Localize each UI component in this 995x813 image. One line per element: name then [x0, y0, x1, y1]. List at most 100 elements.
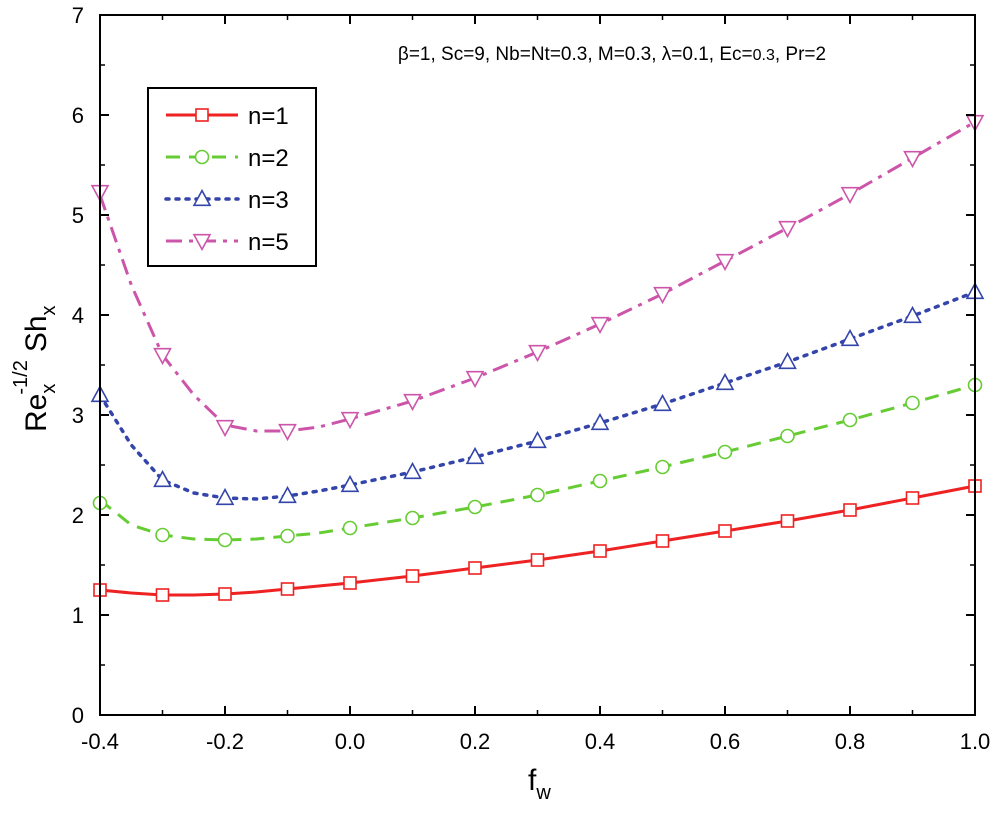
data-point: [340, 411, 360, 430]
y-tick-label: 6: [72, 103, 84, 128]
data-point: [280, 528, 295, 544]
series-n-3: [90, 281, 985, 506]
data-point: [718, 524, 732, 538]
x-tick-label: 0.6: [710, 729, 741, 754]
x-tick-label: -0.4: [81, 729, 119, 754]
data-point: [465, 446, 485, 465]
data-point: [342, 520, 358, 536]
y-axis-title: Rex-1/2Shx: [10, 305, 60, 432]
data-point: [465, 370, 485, 389]
y-tick-label: 0: [72, 703, 84, 728]
y-tick-label: 1: [72, 603, 84, 628]
data-point: [215, 487, 235, 506]
data-point: [843, 503, 857, 517]
data-point: [905, 395, 920, 411]
data-point: [280, 582, 295, 596]
data-point: [468, 561, 482, 575]
x-tick-label: -0.2: [206, 729, 244, 754]
data-point: [715, 372, 735, 391]
data-point: [780, 514, 795, 528]
legend-label: n=5: [248, 229, 289, 256]
data-point: [403, 461, 422, 480]
data-point: [903, 150, 922, 169]
legend-marker: [195, 108, 209, 122]
data-point: [655, 534, 670, 548]
data-point: [403, 393, 422, 412]
y-axis-title-re-superscript: -1/2: [10, 360, 32, 394]
data-point: [905, 491, 920, 505]
annotation-suffix: , Pr=2: [775, 44, 826, 65]
data-point: [343, 576, 357, 590]
y-tick-label: 2: [72, 503, 84, 528]
data-point: [340, 474, 360, 493]
legend-marker: [192, 188, 212, 207]
data-point: [405, 510, 420, 526]
data-point: [528, 430, 547, 449]
data-point: [155, 588, 170, 602]
data-point: [778, 351, 797, 370]
legend-item: n=2: [166, 145, 289, 172]
data-point: [653, 393, 672, 412]
y-tick-label: 7: [72, 3, 84, 28]
data-point: [592, 473, 608, 489]
legend-label: n=1: [248, 103, 289, 130]
data-point: [903, 305, 922, 324]
y-tick-label: 3: [72, 403, 84, 428]
data-point: [653, 286, 672, 305]
data-point: [530, 487, 545, 503]
data-point: [717, 444, 733, 460]
data-point: [155, 527, 170, 543]
y-axis-title-sh: Sh: [20, 315, 53, 352]
series-line: [98, 290, 977, 501]
data-point: [840, 186, 860, 205]
data-point: [217, 532, 233, 548]
legend-marker: [194, 149, 210, 165]
data-point: [530, 553, 545, 567]
series-n-2: [92, 377, 983, 548]
legend-item: n=5: [166, 229, 289, 256]
y-axis-title-re: Re: [20, 394, 53, 432]
x-axis-title: fw: [528, 764, 551, 804]
data-point: [840, 328, 860, 347]
data-point: [467, 499, 483, 515]
x-tick-label: 1.0: [960, 729, 991, 754]
legend-label: n=3: [248, 187, 289, 214]
data-point: [153, 347, 172, 366]
data-point: [593, 544, 607, 558]
y-axis-title-re-subscript: x: [38, 384, 60, 394]
annotation-prefix: β=1, Sc=9, Nb=Nt=0.3, M=0.3, λ=0.1, Ec=: [398, 44, 753, 65]
data-point: [278, 423, 297, 442]
x-axis-title-base: f: [528, 764, 537, 797]
data-point: [778, 220, 797, 239]
y-axis-title-sh-subscript: x: [38, 305, 60, 315]
data-point: [590, 316, 610, 335]
y-tick-label: 4: [72, 303, 84, 328]
annotation-ec-value: 0.3: [753, 47, 775, 64]
x-tick-label: 0.2: [460, 729, 491, 754]
legend-label: n=2: [248, 145, 289, 172]
data-point: [715, 253, 735, 272]
data-point: [590, 412, 610, 431]
data-point: [655, 459, 670, 475]
x-axis-title-subscript: w: [535, 782, 551, 804]
data-point: [278, 485, 297, 504]
legend-marker: [192, 233, 212, 252]
parameter-annotation: β=1, Sc=9, Nb=Nt=0.3, M=0.3, λ=0.1, Ec=0…: [398, 44, 826, 65]
data-point: [842, 412, 858, 428]
legend-item: n=3: [164, 187, 289, 214]
y-tick-label: 5: [72, 203, 84, 228]
data-point: [215, 419, 235, 438]
x-tick-label: 0.0: [335, 729, 366, 754]
data-point: [528, 344, 547, 363]
data-point: [405, 569, 420, 583]
legend-box: [147, 87, 317, 267]
legend-item: n=1: [166, 103, 289, 130]
data-point: [780, 428, 795, 444]
axes: -0.4 -0.2 0.0 0.2 0.4 0.6 0.8 1.0 0 1 2 3 4 5 6 7: [72, 3, 991, 754]
series-n-1: [93, 479, 982, 602]
x-tick-label: 0.4: [585, 729, 616, 754]
data-point: [218, 587, 232, 601]
data-point: [153, 469, 172, 488]
legend: n=1 n=2 n=3 n=5: [147, 87, 317, 267]
